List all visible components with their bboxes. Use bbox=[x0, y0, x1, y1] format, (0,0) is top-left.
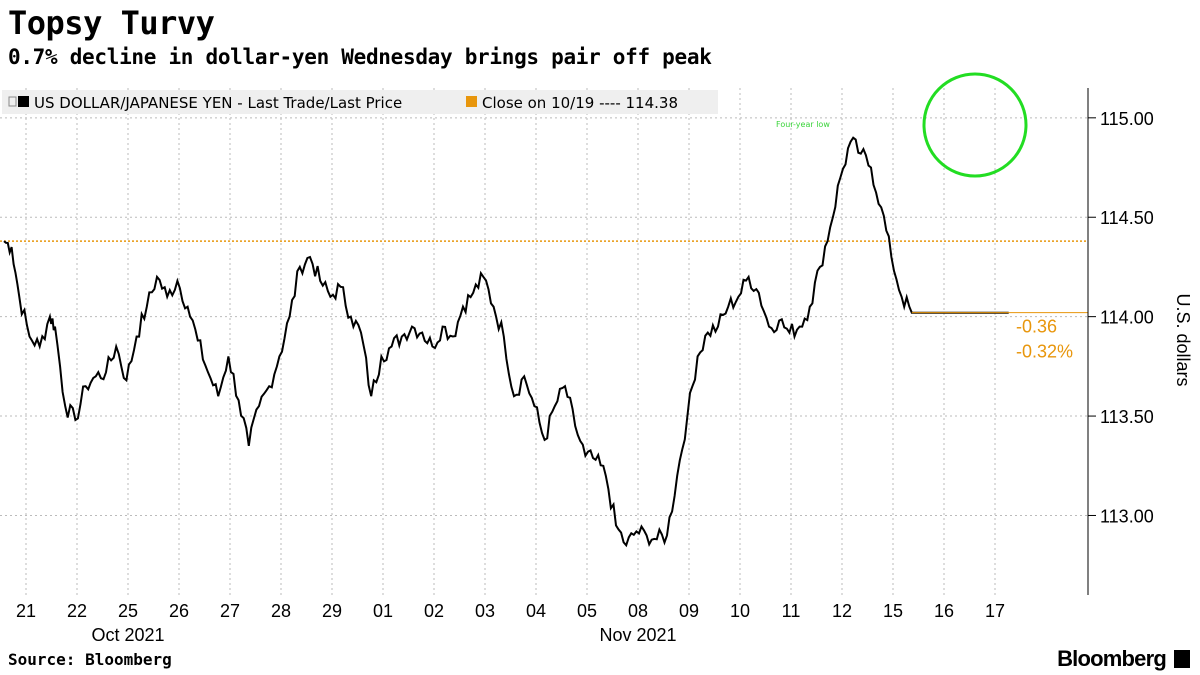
peak-highlight-circle bbox=[922, 72, 1028, 178]
change-percent-label: -0.32% bbox=[1016, 342, 1073, 362]
change-absolute-label: -0.36 bbox=[1016, 317, 1057, 337]
x-month-label: Nov 2021 bbox=[599, 625, 676, 645]
x-tick-label: 27 bbox=[220, 601, 240, 621]
x-tick-label: 29 bbox=[322, 601, 342, 621]
x-tick-label: 03 bbox=[475, 601, 495, 621]
x-tick-label: 10 bbox=[730, 601, 750, 621]
legend-collapse-icon bbox=[8, 96, 17, 107]
x-tick-label: 04 bbox=[526, 601, 546, 621]
x-tick-label: 08 bbox=[628, 601, 648, 621]
y-tick-label: 115.00 bbox=[1100, 109, 1154, 129]
x-tick-label: 02 bbox=[424, 601, 444, 621]
chart-subtitle: 0.7% decline in dollar-yen Wednesday bri… bbox=[8, 45, 712, 69]
x-tick-label: 12 bbox=[832, 601, 852, 621]
x-tick-label: 16 bbox=[934, 601, 954, 621]
bloomberg-logo: Bloomberg bbox=[1057, 646, 1167, 671]
legend-swatch-close bbox=[466, 96, 477, 107]
legend-label-close: Close on 10/19 ---- 114.38 bbox=[482, 94, 678, 112]
x-tick-label: 17 bbox=[985, 601, 1005, 621]
y-tick-label: 114.50 bbox=[1100, 208, 1154, 228]
y-axis-label: U.S. dollars bbox=[1173, 293, 1193, 386]
price-series-line bbox=[3, 136, 1009, 548]
bloomberg-mark-icon bbox=[1174, 650, 1190, 668]
x-month-label: Oct 2021 bbox=[91, 625, 164, 645]
y-tick-label: 113.00 bbox=[1100, 506, 1154, 526]
x-tick-label: 22 bbox=[67, 601, 87, 621]
x-tick-label: 25 bbox=[118, 601, 138, 621]
legend-label-series: US DOLLAR/JAPANESE YEN - Last Trade/Last… bbox=[34, 94, 402, 112]
y-tick-label: 113.50 bbox=[1100, 407, 1154, 427]
legend-background bbox=[2, 90, 718, 114]
four-year-low-annotation: Four-year low bbox=[776, 120, 830, 129]
x-tick-label: 26 bbox=[169, 601, 189, 621]
chart-title: Topsy Turvy bbox=[8, 4, 215, 42]
x-tick-label: 05 bbox=[577, 601, 597, 621]
x-tick-label: 09 bbox=[679, 601, 699, 621]
legend-swatch-series bbox=[18, 96, 29, 107]
legend: US DOLLAR/JAPANESE YEN - Last Trade/Last… bbox=[2, 90, 718, 114]
x-tick-label: 21 bbox=[16, 601, 36, 621]
x-tick-label: 01 bbox=[373, 601, 393, 621]
y-tick-label: 114.00 bbox=[1100, 308, 1154, 328]
source-note: Source: Bloomberg bbox=[8, 650, 172, 669]
x-tick-label: 11 bbox=[782, 601, 801, 621]
x-tick-label: 28 bbox=[271, 601, 291, 621]
x-tick-label: 15 bbox=[883, 601, 903, 621]
